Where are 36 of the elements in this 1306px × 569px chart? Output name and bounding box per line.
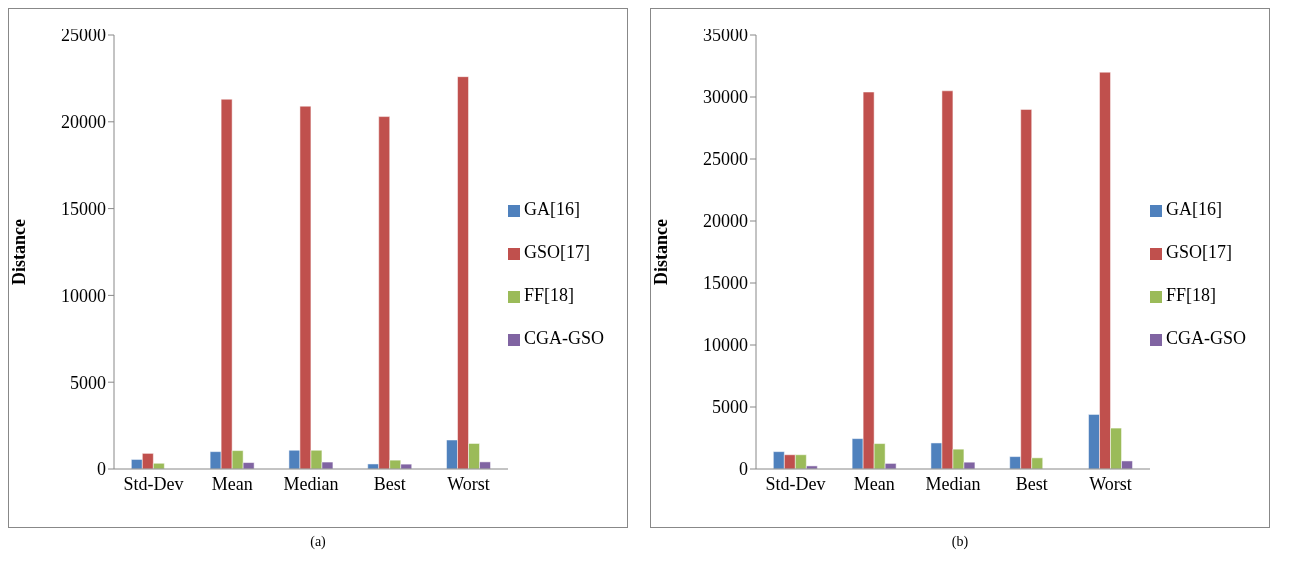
x-tick-label: Worst — [1089, 473, 1132, 494]
legend-label: CGA-GSO — [523, 328, 604, 348]
y-tick-label: 25000 — [61, 25, 106, 46]
y-axis-title: Distance — [9, 219, 30, 285]
legend-label: GSO[17] — [523, 242, 590, 262]
y-axis-title: Distance — [651, 219, 672, 285]
legend-label: GA[16] — [523, 199, 580, 219]
legend-label: CGA-GSO — [1165, 328, 1246, 348]
y-tick-label: 15000 — [703, 273, 748, 294]
x-tick-label: Median — [283, 473, 339, 494]
text: (b) — [950, 534, 970, 550]
x-tick-label: Std-Dev — [123, 473, 184, 494]
legend-label: FF[18] — [1165, 285, 1216, 305]
y-tick-label: 0 — [739, 459, 748, 480]
y-tick-label: 30000 — [703, 87, 748, 108]
x-tick-label: Best — [373, 473, 406, 494]
x-tick-label: Worst — [447, 473, 490, 494]
y-tick-label: 5000 — [70, 372, 106, 393]
text: (a) — [309, 534, 327, 550]
y-tick-label: 20000 — [61, 112, 106, 133]
legend-label: GA[16] — [1165, 199, 1222, 219]
x-tick-label: Mean — [853, 473, 895, 494]
x-tick-label: Mean — [211, 473, 253, 494]
y-tick-label: 15000 — [61, 198, 106, 219]
y-tick-label: 10000 — [703, 335, 748, 356]
y-tick-label: 20000 — [703, 211, 748, 232]
y-tick-label: 10000 — [61, 285, 106, 306]
y-tick-label: 25000 — [703, 149, 748, 170]
y-tick-label: 0 — [97, 459, 106, 480]
x-tick-label: Median — [925, 473, 981, 494]
x-tick-label: Std-Dev — [765, 473, 826, 494]
legend-label: GSO[17] — [1165, 242, 1232, 262]
y-tick-label: 35000 — [703, 25, 748, 46]
x-tick-label: Best — [1015, 473, 1048, 494]
y-tick-label: 5000 — [712, 397, 748, 418]
legend-label: FF[18] — [523, 285, 574, 305]
